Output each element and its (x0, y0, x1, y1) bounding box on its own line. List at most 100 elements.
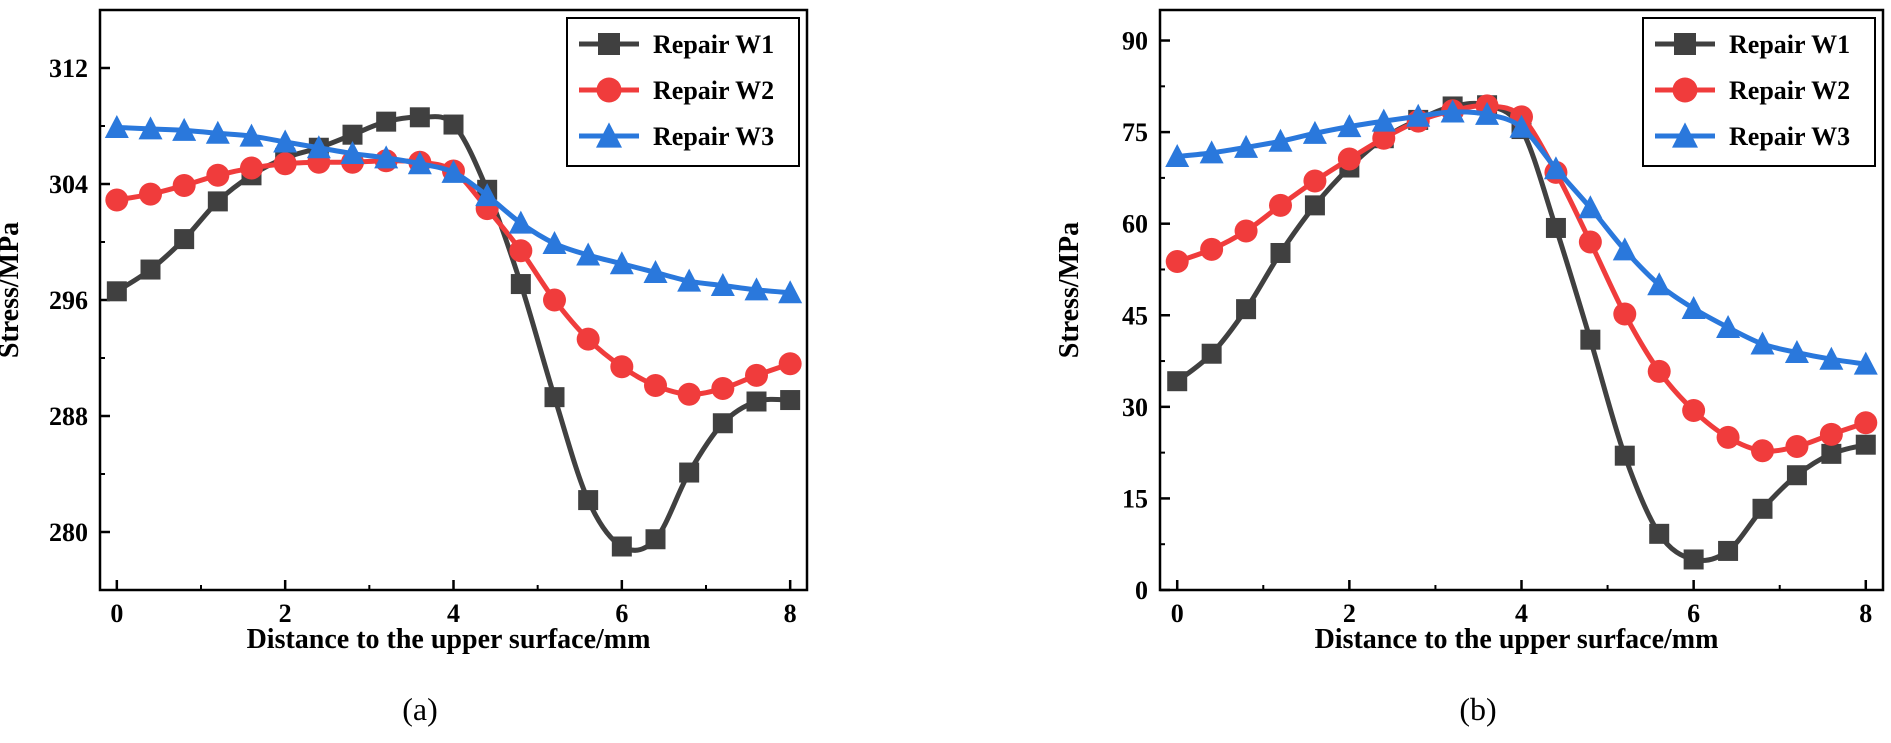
panel-a-series-3-point (340, 141, 365, 165)
panel-a-series-1-point (746, 391, 767, 412)
panel-a-series-3-point (609, 251, 634, 275)
panel-b-y-tick-label: 30 (1122, 393, 1148, 422)
panel-a-series-1-point (443, 114, 464, 135)
panel-b-y-tick-label: 45 (1122, 301, 1148, 330)
panel-a-series-2-point (206, 163, 230, 187)
panel-b-series-1-point (1167, 371, 1188, 392)
panel-a-series-2-point (677, 382, 701, 406)
panel-b-series-2-point (1613, 302, 1637, 326)
panel-b-series-2-point (1819, 422, 1843, 446)
panel-a-series-1-point (645, 529, 666, 550)
panel-a-series-1-point (510, 274, 531, 295)
panel-b-x-tick-label: 8 (1859, 599, 1872, 628)
panel-a-series-3-point (677, 268, 702, 292)
panel-b-series-3-point (1165, 144, 1190, 168)
panel-b-series-3-point (1543, 156, 1568, 180)
panel-a-series-3-point (407, 151, 432, 175)
panel-a-y-tick-label: 280 (49, 518, 88, 547)
panel-a-series-1-point (207, 191, 228, 212)
panel-a-series-2-point (509, 239, 533, 263)
panel-a-series-3-point (710, 273, 735, 296)
panel-b-series-1-point (1236, 299, 1257, 320)
panel-b-series-3-point (1509, 114, 1534, 138)
panel-b-series-1-point (1855, 434, 1876, 455)
panel-b-series-3-point (1234, 134, 1259, 158)
panel-a-series-1-point (712, 413, 733, 434)
panel-b-legend-label: Repair W3 (1729, 122, 1850, 151)
panel-b-series-3-point (1371, 108, 1396, 132)
panel-a-series-1-point (106, 281, 127, 302)
panel-b-series-1-point (1718, 540, 1739, 561)
panel-a-series-2-point (711, 376, 735, 400)
panel-b-y-tick-label: 75 (1122, 118, 1148, 147)
panel-b-series-3-point (1302, 120, 1327, 144)
panel-b-series-3-point (1199, 140, 1224, 164)
panel-b-series-3-point (1406, 103, 1431, 127)
panel-a-series-2-point (172, 173, 196, 197)
panel-a-series-2-point (644, 374, 667, 398)
panel-a-series-2-point (139, 182, 162, 206)
panel-b-series-3-point (1440, 99, 1465, 123)
panel-a-series-3-point (172, 117, 197, 141)
panel-b-legend-marker (1672, 122, 1698, 148)
panel-b-y-tick-label: 0 (1135, 576, 1148, 605)
panel-a-series-1-point (140, 259, 161, 280)
panel-a-series-1-point (780, 390, 801, 411)
panel-b-y-tick-label: 90 (1122, 27, 1148, 56)
panel-a-series-1-line (115, 114, 791, 553)
panel-b-series-1-line (1175, 100, 1867, 564)
panel-b-series-2-point (1751, 439, 1774, 463)
panel-a-series-3-point (508, 210, 533, 234)
panel-b-series-3-point (1819, 346, 1844, 370)
panel-b-series-3-point (1750, 331, 1775, 355)
panel-a-y-tick-label: 312 (49, 54, 88, 83)
panel-b-series-2-point (1165, 250, 1189, 274)
panel-a-legend-label: Repair W3 (653, 122, 774, 151)
panel-b-series-3-point (1337, 114, 1362, 138)
panel-b-x-tick-label: 2 (1343, 599, 1356, 628)
panel-b-x-tick-label: 4 (1515, 599, 1528, 628)
panel-a-y-tick-label: 304 (49, 170, 88, 199)
panel-a-series-1-point (409, 107, 430, 128)
panel-a-series-2-point (610, 355, 634, 379)
panel-a-series-3-point (205, 120, 230, 144)
panel-b-series-2-point (1682, 399, 1706, 423)
panel-a-series-3-point (374, 145, 399, 169)
panel-a-series-1-point (544, 387, 565, 408)
panel-b-series-1-point (1752, 498, 1773, 519)
panel-a-series-2-point (105, 188, 129, 212)
panel-a-series-2-point (576, 327, 600, 351)
panel-b-y-axis-title: Stress/MPa (1054, 222, 1085, 358)
panel-a-legend-marker (596, 122, 622, 148)
panel-b-series-1-point (1270, 242, 1291, 263)
panel-a-legend-marker (598, 33, 620, 55)
panel-b-series-1-point (1821, 443, 1842, 464)
panel-a-series-3-point (138, 116, 163, 140)
panel-b-series-1-point (1649, 523, 1670, 544)
panel-a-x-tick-label: 4 (447, 599, 460, 628)
panel-b-series-2-point (1854, 411, 1878, 435)
panel-b-legend-marker (1672, 77, 1698, 103)
panel-a-series-3-point (643, 259, 668, 283)
panel-b-series-1-point (1580, 329, 1601, 350)
panel-b-caption: (b) (1459, 691, 1496, 727)
panel-b-x-tick-label: 6 (1687, 599, 1700, 628)
panel-b-series-3-point (1612, 237, 1637, 261)
panel-b-series-3-point (1268, 128, 1293, 152)
panel-a-legend-marker (596, 77, 622, 103)
panel-a-series-3-point (744, 277, 769, 301)
panel-b-legend-label: Repair W2 (1729, 76, 1850, 105)
panel-b-series-1-point (1614, 445, 1635, 466)
panel-a-x-tick-label: 6 (615, 599, 628, 628)
panel-b-y-tick-label: 60 (1122, 210, 1148, 239)
panel-b-series-3-point (1578, 195, 1603, 219)
panel-b-series-2-point (1303, 169, 1327, 193)
panel-b-y-tick-label: 15 (1122, 484, 1148, 513)
panel-b-series-1-point (1545, 217, 1566, 238)
panel-a-series-2-point (778, 352, 802, 376)
panel-b-series-3-point (1853, 351, 1878, 375)
panel-b-series-2-point (1785, 435, 1809, 459)
panel-b-series-2-point (1269, 193, 1292, 217)
